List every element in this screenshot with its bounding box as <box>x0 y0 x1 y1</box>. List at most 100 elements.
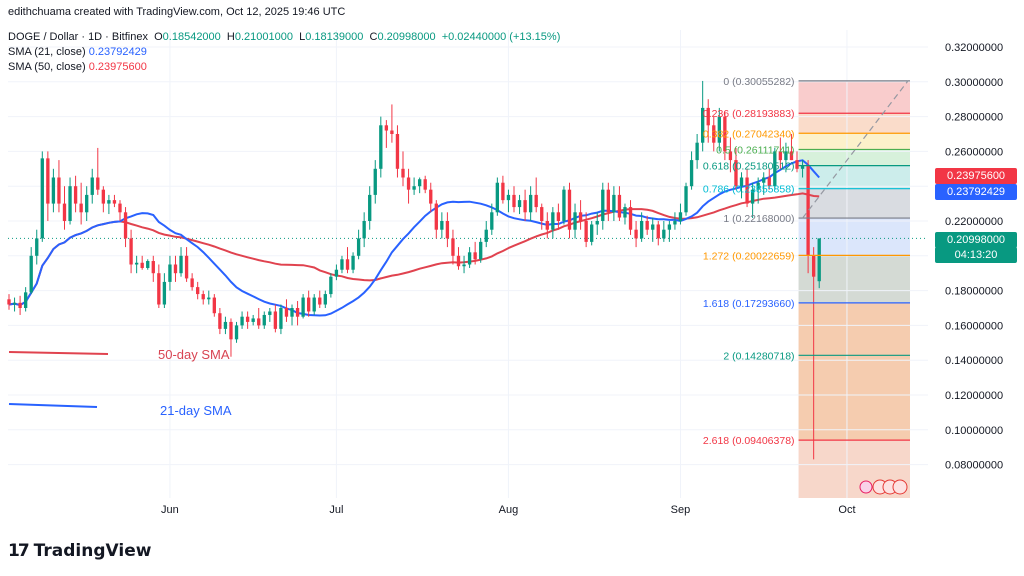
candle-body <box>251 318 255 322</box>
sma21-price-badge: 0.23792429 <box>935 184 1017 200</box>
price-axis[interactable]: 0.32000000 0.30000000 0.28000000 0.26000000… <box>945 42 1003 472</box>
candle-body <box>512 194 516 208</box>
candle-body <box>662 229 666 239</box>
sma21-indicator[interactable]: SMA (21, close) 0.23792429 <box>8 46 147 58</box>
tradingview-logo[interactable]: 17 TradingView <box>8 540 151 562</box>
fib-level-label: 1.272 (0.20022659) <box>703 250 795 262</box>
sma50-price-badge: 0.23975600 <box>935 168 1017 184</box>
candle-body <box>62 203 67 221</box>
fib-zone <box>798 133 910 150</box>
x-tick-label: Sep <box>671 504 691 516</box>
fib-zone <box>798 113 910 134</box>
candle-body <box>573 212 577 230</box>
candle-body <box>412 186 416 190</box>
y-tick-label: 0.14000000 <box>945 355 1003 367</box>
candle-body <box>190 278 194 288</box>
candle-body <box>362 221 366 239</box>
candle-body <box>540 207 544 221</box>
high-value: 0.21001000 <box>234 31 293 43</box>
candle-body <box>778 151 783 161</box>
candle-body <box>173 264 178 274</box>
candle-body <box>750 189 755 204</box>
fib-level-label: 0 (0.30055282) <box>723 76 794 88</box>
candle-body <box>789 151 794 161</box>
candle-body <box>417 179 422 187</box>
candle-body <box>728 151 733 161</box>
candle-body <box>684 186 688 213</box>
y-tick-label: 0.10000000 <box>945 425 1003 437</box>
candle-body <box>51 177 56 204</box>
candle-body <box>712 125 716 143</box>
fib-zone <box>798 188 910 219</box>
candle-body <box>739 177 744 187</box>
candle-body <box>634 229 638 239</box>
candle-body <box>262 314 266 326</box>
candle-body <box>257 318 261 326</box>
event-icon[interactable] <box>859 480 873 494</box>
sma50-legend-line <box>8 351 109 355</box>
candle-body <box>590 224 594 242</box>
candle-body <box>279 308 283 329</box>
candle-body <box>473 252 477 260</box>
fib-level-label: 2 (0.14280718) <box>723 350 794 362</box>
candle-body <box>767 177 771 187</box>
candle-body <box>639 221 644 239</box>
candle-body <box>245 316 250 322</box>
candle-body <box>40 158 44 239</box>
candles[interactable] <box>7 80 821 460</box>
candle-body <box>312 297 316 312</box>
change-value: +0.02440000 (+13.15%) <box>441 31 561 43</box>
candle-body <box>23 292 28 308</box>
fib-zone <box>798 218 910 256</box>
candle-body <box>617 194 622 218</box>
x-tick-label: Oct <box>838 504 855 516</box>
author-line: edithchuama created with TradingView.com… <box>8 6 346 18</box>
candle-body <box>612 194 616 213</box>
candle-body <box>29 255 33 293</box>
candle-body <box>745 177 749 204</box>
candle-body <box>340 259 344 270</box>
fib-retracement[interactable] <box>798 80 910 498</box>
countdown-badge: 04:13:20 <box>935 247 1017 263</box>
candle-body <box>196 287 200 295</box>
candle-body <box>46 158 50 204</box>
event-icons[interactable] <box>859 479 908 495</box>
candle-body <box>85 194 89 213</box>
candle-body <box>140 262 144 268</box>
fib-level-label: 0.236 (0.28193883) <box>703 108 795 120</box>
candle-body <box>329 276 333 295</box>
candle-body <box>762 177 766 183</box>
candle-body <box>673 221 677 225</box>
fib-labels: 0 (0.30055282) 0.236 (0.28193883) 0.382 (0… <box>703 76 910 447</box>
fib-level-label: 0.786 (0.23855858) <box>703 184 795 196</box>
candle-body <box>440 221 444 230</box>
candle-body <box>606 189 610 213</box>
candle-body <box>207 297 211 300</box>
sma21-line <box>8 159 820 317</box>
logo-mark-icon: 17 <box>8 541 30 561</box>
candle-body <box>356 238 361 256</box>
time-axis[interactable]: Jun Jul Aug Sep Oct <box>161 504 855 516</box>
candle-body <box>628 207 633 230</box>
fib-level-label: 0.382 (0.27042340) <box>703 128 795 140</box>
candle-body <box>756 182 760 190</box>
y-tick-label: 0.22000000 <box>945 216 1003 228</box>
candle-body <box>334 269 339 277</box>
candle-body <box>462 264 466 267</box>
flag-icon[interactable] <box>892 479 908 495</box>
candle-body <box>434 203 438 230</box>
candle-body <box>7 299 11 305</box>
sma50-indicator[interactable]: SMA (50, close) 0.23975600 <box>8 61 147 73</box>
candle-body <box>168 264 172 282</box>
candle-body <box>423 179 427 190</box>
y-tick-label: 0.30000000 <box>945 77 1003 89</box>
x-tick-label: Jun <box>161 504 179 516</box>
candle-body <box>323 294 327 305</box>
y-tick-label: 0.12000000 <box>945 390 1003 402</box>
symbol-label[interactable]: DOGE / Dollar · 1D · Bitfinex <box>8 31 148 43</box>
fib-level-label: 1 (0.22168000) <box>723 213 794 225</box>
candle-body <box>490 212 494 230</box>
candle-body <box>79 203 83 213</box>
sma50-legend-label: 50-day SMA <box>158 347 230 362</box>
